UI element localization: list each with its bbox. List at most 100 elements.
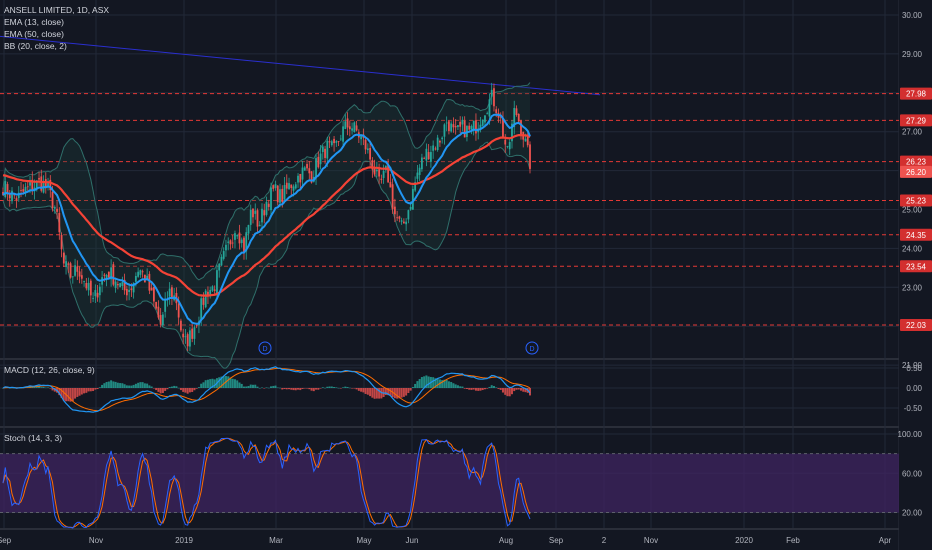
stoch-tick-label[interactable]: 100.00 bbox=[898, 430, 923, 439]
macd-histogram-bar bbox=[479, 388, 482, 391]
macd-histogram-bar bbox=[186, 388, 189, 394]
level-label[interactable]: 27.29 bbox=[906, 116, 927, 125]
bb-lower bbox=[2, 141, 531, 369]
macd-histogram-bar bbox=[265, 387, 268, 388]
price-tick-label[interactable]: 24.00 bbox=[902, 244, 923, 253]
macd-tick-label[interactable]: 0.50 bbox=[906, 364, 922, 373]
candle-body bbox=[227, 241, 230, 243]
time-tick-label[interactable]: 2020 bbox=[735, 536, 753, 545]
price-tick-label[interactable]: 29.00 bbox=[902, 50, 923, 59]
time-tick-label[interactable]: Jun bbox=[406, 536, 419, 545]
price-tick-label[interactable]: 23.00 bbox=[902, 283, 923, 292]
macd-histogram-bar bbox=[529, 388, 531, 396]
trendline bbox=[0, 35, 601, 96]
time-tick-label[interactable]: Nov bbox=[89, 536, 103, 545]
macd-histogram-bar bbox=[486, 388, 489, 389]
level-label[interactable]: 22.03 bbox=[906, 321, 927, 330]
price-tick-label[interactable]: 30.00 bbox=[902, 11, 923, 20]
candle-body bbox=[488, 99, 491, 117]
macd-histogram-bar bbox=[441, 380, 444, 388]
candle-body bbox=[303, 167, 306, 171]
time-tick-label[interactable]: Apr bbox=[879, 536, 892, 545]
time-tick-label[interactable]: 2 bbox=[602, 536, 607, 545]
candle-body bbox=[418, 167, 421, 175]
stoch-tick-label[interactable]: 60.00 bbox=[902, 469, 923, 478]
level-label[interactable]: 27.98 bbox=[906, 90, 927, 99]
candle-body bbox=[125, 288, 128, 296]
time-tick-label[interactable]: Feb bbox=[786, 536, 800, 545]
macd-histogram-bar bbox=[405, 388, 408, 396]
candle-body bbox=[479, 124, 482, 130]
price-tick-label[interactable]: 27.00 bbox=[902, 128, 923, 137]
stoch-pane bbox=[0, 437, 899, 529]
time-tick-label[interactable]: Mar bbox=[269, 536, 283, 545]
time-tick-label[interactable]: 2019 bbox=[175, 536, 193, 545]
candle-body bbox=[310, 171, 313, 183]
candle-body bbox=[407, 210, 410, 220]
candle-body bbox=[337, 141, 340, 142]
price-tick-label[interactable]: 21.00 bbox=[902, 361, 923, 370]
candle-body bbox=[220, 256, 223, 266]
candle-body bbox=[520, 120, 522, 135]
stoch-tick-label[interactable]: 20.00 bbox=[902, 509, 923, 518]
macd-histogram-bar bbox=[182, 388, 185, 392]
macd-tick-label[interactable]: -0.50 bbox=[904, 404, 923, 413]
candle-body bbox=[252, 208, 254, 218]
level-label[interactable]: 25.23 bbox=[906, 197, 927, 206]
candle-body bbox=[74, 265, 76, 276]
price-axis[interactable]: 30.0029.0028.0027.0026.0025.0024.0023.00… bbox=[898, 0, 932, 550]
macd-histogram-bar bbox=[42, 387, 45, 388]
candle-body bbox=[11, 190, 13, 202]
time-tick-label[interactable]: Aug bbox=[499, 536, 513, 545]
time-tick-label[interactable]: May bbox=[356, 536, 371, 545]
macd-histogram-bar bbox=[499, 388, 502, 390]
macd-histogram-bar bbox=[425, 375, 428, 388]
candle-body bbox=[85, 282, 88, 289]
level-label[interactable]: 23.54 bbox=[906, 262, 927, 271]
candle-body bbox=[366, 148, 369, 151]
candle-body bbox=[468, 125, 471, 130]
candle-body bbox=[137, 271, 140, 277]
macd-histogram-bar bbox=[267, 387, 270, 389]
time-tick-label[interactable]: Sep bbox=[0, 536, 12, 545]
level-label[interactable]: 24.35 bbox=[906, 231, 927, 240]
level-label[interactable]: 26.23 bbox=[906, 158, 927, 167]
macd-histogram-bar bbox=[121, 383, 124, 388]
candle-body bbox=[139, 270, 142, 275]
time-axis[interactable]: Sep Nov 2019 Mar May Jun Aug Sep 2 Nov 2020 Feb Apr bbox=[0, 536, 892, 545]
candle-body bbox=[499, 116, 502, 118]
macd-histogram-bar bbox=[375, 388, 378, 399]
candle-body bbox=[141, 271, 144, 273]
macd-tick-label[interactable]: 0.00 bbox=[906, 384, 922, 393]
candle-body bbox=[200, 298, 203, 321]
candle-body bbox=[243, 237, 245, 253]
candle-body bbox=[461, 119, 464, 125]
last-price-label[interactable]: 26.20 bbox=[906, 168, 927, 177]
macd-histogram-bar bbox=[400, 388, 403, 398]
macd-histogram-bar bbox=[506, 388, 509, 397]
candle-body bbox=[80, 275, 83, 279]
macd-histogram-bar bbox=[351, 388, 354, 389]
level-label-bg bbox=[900, 87, 932, 100]
time-tick-label[interactable]: Nov bbox=[644, 536, 658, 545]
price-tick-label[interactable]: 25.00 bbox=[902, 206, 923, 215]
candle-body bbox=[29, 182, 31, 186]
candle-body bbox=[475, 120, 477, 134]
candle-body bbox=[515, 108, 518, 115]
candle-body bbox=[180, 320, 182, 331]
macd-histogram-bar bbox=[283, 388, 286, 390]
dividend-marker[interactable] bbox=[525, 341, 539, 355]
candle-body bbox=[513, 107, 516, 127]
candle-body bbox=[299, 173, 302, 183]
candle-body bbox=[249, 209, 252, 225]
candle-body bbox=[414, 182, 417, 191]
candle-body bbox=[150, 287, 153, 291]
time-tick-label[interactable]: Sep bbox=[549, 536, 564, 545]
candle-body bbox=[103, 274, 106, 276]
candle-body bbox=[146, 275, 149, 281]
macd-histogram-bar bbox=[364, 388, 367, 394]
dividend-marker[interactable] bbox=[258, 341, 272, 355]
macd-histogram-bar bbox=[468, 388, 471, 390]
level-label-bg bbox=[900, 260, 932, 273]
